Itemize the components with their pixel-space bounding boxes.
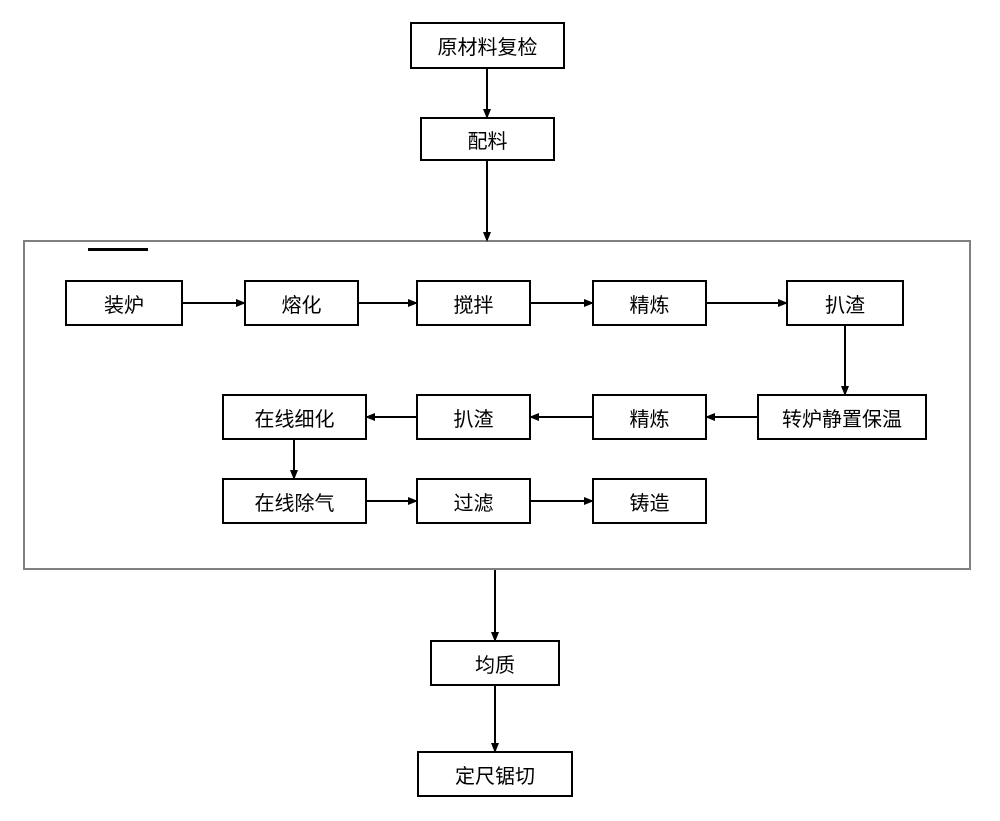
node-slag-removal-1: 扒渣 xyxy=(786,280,904,326)
node-casting: 铸造 xyxy=(592,478,707,524)
node-label: 定尺锯切 xyxy=(455,760,535,789)
node-label: 原材料复检 xyxy=(438,31,538,60)
node-label: 在线除气 xyxy=(255,487,335,516)
node-label: 扒渣 xyxy=(825,289,865,318)
container-tick-mark xyxy=(88,248,148,251)
node-charging: 装炉 xyxy=(65,280,183,326)
node-label: 装炉 xyxy=(104,289,144,318)
node-label: 配料 xyxy=(468,125,508,154)
node-label: 转炉静置保温 xyxy=(782,403,902,432)
node-label: 扒渣 xyxy=(454,403,494,432)
node-label: 均质 xyxy=(475,649,515,678)
node-raw-material-check: 原材料复检 xyxy=(410,22,565,69)
node-melting: 熔化 xyxy=(244,280,359,326)
node-label: 熔化 xyxy=(282,289,322,318)
node-label: 搅拌 xyxy=(454,289,494,318)
node-converter-holding: 转炉静置保温 xyxy=(757,394,927,440)
node-label: 精炼 xyxy=(630,403,670,432)
node-label: 精炼 xyxy=(630,289,670,318)
node-online-refinement: 在线细化 xyxy=(222,394,367,440)
node-homogenization: 均质 xyxy=(430,640,560,686)
node-label: 铸造 xyxy=(630,487,670,516)
node-stirring: 搅拌 xyxy=(416,280,531,326)
node-refining-2: 精炼 xyxy=(592,394,707,440)
node-filtering: 过滤 xyxy=(416,478,531,524)
node-refining-1: 精炼 xyxy=(592,280,707,326)
node-online-degassing: 在线除气 xyxy=(222,478,367,524)
node-label: 过滤 xyxy=(454,487,494,516)
node-cut-to-length: 定尺锯切 xyxy=(417,751,573,797)
node-batching: 配料 xyxy=(420,117,555,161)
node-slag-removal-2: 扒渣 xyxy=(416,394,531,440)
node-label: 在线细化 xyxy=(255,403,335,432)
